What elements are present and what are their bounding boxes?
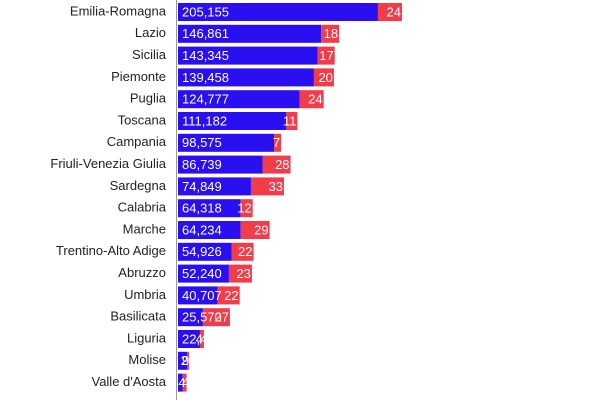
- category-label: Basilicata: [110, 309, 166, 324]
- bar-segment: [313, 68, 334, 87]
- category-label: Calabria: [118, 200, 167, 215]
- category-label: Emilia-Romagna: [70, 3, 167, 18]
- value-label: 124,777: [182, 92, 229, 107]
- segment-label: 24: [308, 92, 322, 107]
- bar: [178, 133, 275, 152]
- bar: [178, 68, 314, 87]
- bar-segment: [377, 3, 402, 21]
- category-label: Valle d'Aosta: [91, 374, 166, 389]
- value-label: 205,155: [182, 4, 229, 19]
- segment-label: 4: [178, 375, 185, 390]
- bar-segment: [186, 351, 189, 370]
- segment-label: 18: [324, 26, 338, 41]
- value-label: 86,739: [182, 157, 222, 172]
- bar: [178, 177, 251, 196]
- segment-label: 11: [283, 113, 297, 128]
- value-label: 40,707: [182, 288, 222, 303]
- segment-label: 17: [319, 48, 333, 63]
- segment-label: 27: [214, 310, 228, 325]
- category-label: Lazio: [135, 25, 166, 40]
- segment-label: 7: [273, 135, 280, 150]
- value-label: 146,861: [182, 26, 229, 41]
- category-label: Abruzzo: [118, 265, 166, 280]
- value-label: 54,926: [182, 244, 222, 259]
- bar-segment: [240, 199, 253, 218]
- value-label: 9,212: [182, 353, 215, 368]
- category-label: Piemonte: [111, 69, 166, 84]
- bar: [178, 330, 200, 348]
- bar: [178, 373, 183, 392]
- bar-segment: [250, 177, 284, 196]
- bar-segment: [182, 373, 187, 392]
- bar: [178, 24, 322, 43]
- category-label: Liguria: [127, 330, 167, 345]
- value-label: 64,234: [182, 222, 222, 237]
- segment-label: 22: [224, 288, 238, 303]
- value-label: 4,731: [182, 375, 215, 390]
- category-label: Molise: [128, 352, 166, 367]
- bar: [178, 3, 378, 21]
- bar-segment: [217, 286, 240, 305]
- bar-segment: [240, 221, 270, 239]
- value-label: 52,240: [182, 266, 222, 281]
- value-label: 74,849: [182, 179, 222, 194]
- bar-segment: [228, 264, 252, 283]
- bar: [178, 264, 229, 283]
- category-label: Marche: [123, 221, 166, 236]
- category-label: Sardegna: [110, 178, 167, 193]
- segment-label: 29: [254, 222, 268, 237]
- category-label: Friuli-Venezia Giulia: [50, 156, 166, 171]
- segment-label: 28: [275, 157, 289, 172]
- bar-segment: [317, 46, 335, 65]
- category-label: Puglia: [130, 91, 167, 106]
- segment-label: 22: [238, 244, 252, 259]
- bar: [178, 242, 232, 261]
- segment-label: 20: [318, 70, 332, 85]
- category-label: Trentino-Alto Adige: [56, 243, 166, 258]
- bar: [178, 112, 287, 130]
- bar: [178, 308, 203, 327]
- value-label: 111,182: [182, 113, 227, 128]
- bar-segment: [262, 155, 291, 174]
- segment-label: 23: [236, 266, 250, 281]
- bar: [178, 90, 300, 109]
- value-label: 64,318: [182, 201, 222, 216]
- segment-label: 4: [196, 331, 203, 346]
- bar: [178, 351, 187, 370]
- bar-segment: [286, 112, 298, 130]
- bar-segment: [202, 308, 230, 327]
- bar-segment: [199, 330, 204, 348]
- value-label: 98,575: [182, 135, 222, 150]
- category-label: Sicilia: [132, 47, 167, 62]
- value-label: 22,485: [182, 331, 222, 346]
- bar: [178, 155, 263, 174]
- segment-label: 24: [386, 4, 400, 19]
- value-label: 25,570: [182, 310, 222, 325]
- value-label: 143,345: [182, 48, 229, 63]
- category-label: Campania: [107, 134, 167, 149]
- segment-label: 12: [237, 201, 251, 216]
- bar-segment: [299, 90, 324, 109]
- bar-segment: [231, 242, 254, 261]
- bar: [178, 221, 241, 239]
- segment-label: 33: [268, 179, 282, 194]
- segment-label: 2: [181, 353, 188, 368]
- category-label: Toscana: [118, 112, 167, 127]
- bar: [178, 46, 318, 65]
- bar-segment: [274, 133, 282, 152]
- value-label: 139,458: [182, 70, 229, 85]
- category-label: Umbria: [124, 287, 167, 302]
- bar: [178, 199, 241, 218]
- bar-segment: [321, 24, 340, 43]
- bar: [178, 286, 218, 305]
